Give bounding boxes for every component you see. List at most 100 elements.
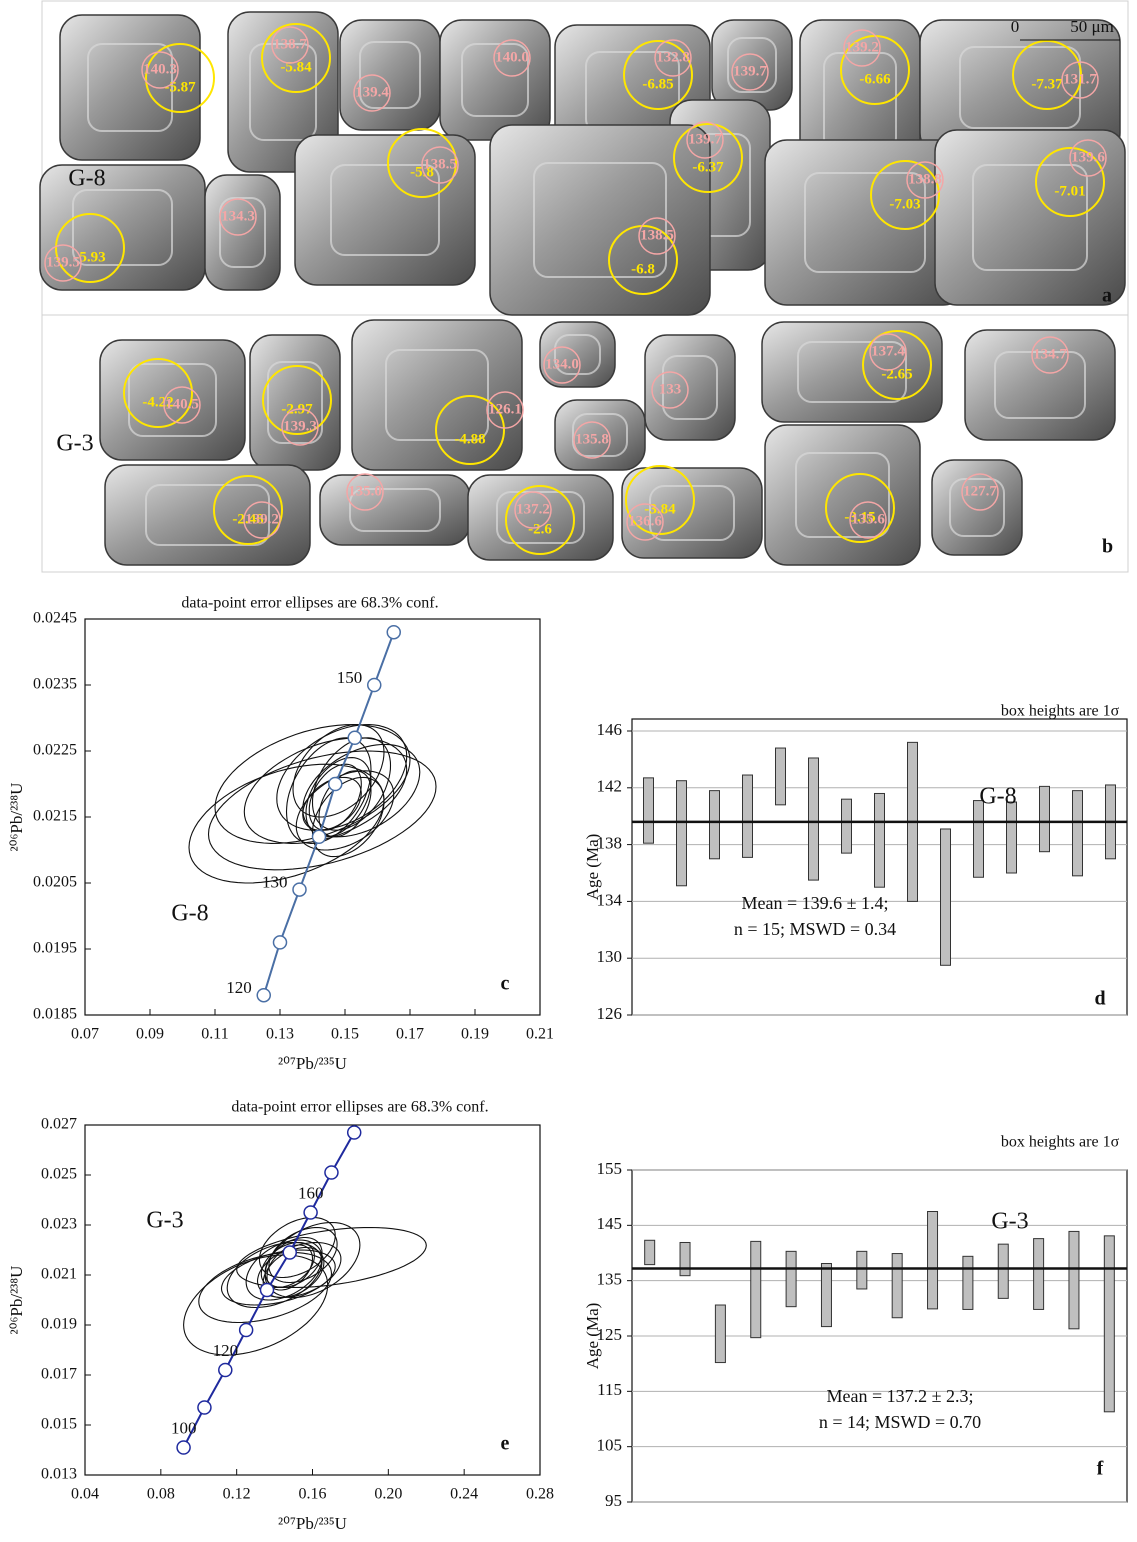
age-label: 139.7	[733, 63, 767, 79]
ehf-label: -2.65	[881, 366, 912, 382]
y-tick-label: 146	[597, 720, 623, 739]
age-box	[1040, 786, 1050, 851]
panel-label: e	[501, 1433, 510, 1455]
zircon-grain	[320, 475, 470, 545]
x-axis-label: ²⁰⁷Pb/²³⁵U	[278, 1514, 347, 1533]
x-tick-label: 0.12	[223, 1486, 251, 1503]
y-tick-label: 130	[597, 947, 623, 966]
age-label: 135.0	[348, 483, 382, 499]
age-label: 135.6	[851, 511, 885, 527]
concordia-point	[368, 679, 381, 692]
concordia-point	[198, 1401, 211, 1414]
zircon-grain	[765, 425, 920, 565]
age-box	[1104, 1236, 1114, 1412]
age-tick-label: 130	[262, 873, 288, 892]
age-box	[892, 1254, 902, 1318]
age-box	[776, 748, 786, 805]
x-tick-label: 0.11	[201, 1026, 228, 1043]
zircon-grain	[352, 320, 522, 470]
age-tick-label: 160	[298, 1183, 324, 1202]
age-label: 132.8	[656, 49, 690, 65]
ehf-label: -5.87	[164, 79, 196, 95]
age-label: 134.0	[545, 356, 579, 372]
age-label: 127.7	[963, 483, 997, 499]
age-label: 126.1	[488, 401, 522, 417]
x-tick-label: 0.08	[147, 1486, 175, 1503]
age-tick-label: 150	[337, 668, 363, 687]
sample-label: G-8	[68, 166, 105, 192]
age-label: 135.8	[575, 431, 609, 447]
y-tick-label: 0.017	[41, 1366, 77, 1383]
age-box	[644, 778, 654, 843]
concordia-point	[348, 1126, 361, 1139]
zircon-grain	[468, 475, 613, 560]
ehf-label: -7.03	[889, 196, 920, 212]
age-box	[974, 801, 984, 878]
age-label: 138.7	[273, 36, 307, 52]
age-box	[821, 1264, 831, 1327]
mean-annotation: n = 15; MSWD = 0.34	[734, 919, 896, 939]
ehf-label: -6.66	[859, 71, 891, 87]
age-box	[842, 799, 852, 853]
chart-title: box heights are 1σ	[1001, 703, 1120, 720]
chart-title: data-point error ellipses are 68.3% conf…	[181, 595, 438, 612]
age-box	[786, 1251, 796, 1306]
y-tick-label: 0.023	[41, 1216, 77, 1233]
scale-zero: 0	[1011, 17, 1020, 36]
age-tick-label: 120	[213, 1341, 239, 1360]
age-tick-label: 100	[171, 1418, 197, 1437]
age-label: 139.2	[245, 511, 279, 527]
age-label: 140.3	[143, 61, 177, 77]
concordia-point	[304, 1206, 317, 1219]
y-axis-label: Age (Ma)	[583, 1303, 602, 1370]
zircon-grain	[490, 125, 710, 315]
chart-title: box heights are 1σ	[1001, 1134, 1120, 1151]
sample-label: G-8	[171, 901, 208, 927]
mean-annotation: Mean = 139.6 ± 1.4;	[741, 893, 888, 913]
concordia-point	[219, 1364, 232, 1377]
x-tick-label: 0.21	[526, 1026, 554, 1043]
age-label: 138.8	[908, 171, 942, 187]
zircon-grain	[440, 20, 550, 140]
age-label: 131.7	[1063, 71, 1097, 87]
sample-label: G-3	[146, 1208, 183, 1234]
age-label: 139.6	[1071, 149, 1105, 165]
age-label: 137.4	[871, 343, 905, 359]
y-axis-label: Age (Ma)	[583, 834, 602, 901]
age-box	[809, 758, 819, 880]
panel-label: d	[1094, 988, 1105, 1010]
scale-label: 50 μm	[1070, 17, 1114, 36]
panel-label: f	[1097, 1458, 1104, 1480]
chart-title: data-point error ellipses are 68.3% conf…	[231, 1099, 488, 1116]
x-tick-label: 0.20	[374, 1486, 402, 1503]
concordia-point	[261, 1284, 274, 1297]
panel-label: a	[1102, 285, 1112, 307]
y-tick-label: 0.027	[41, 1116, 77, 1133]
concordia-point	[387, 626, 400, 639]
age-label: 134.7	[1033, 346, 1067, 362]
x-tick-label: 0.09	[136, 1026, 164, 1043]
age-box	[1034, 1239, 1044, 1310]
x-tick-label: 0.24	[450, 1486, 478, 1503]
age-label: 139.4	[355, 84, 389, 100]
mean-annotation: n = 14; MSWD = 0.70	[819, 1412, 981, 1432]
y-tick-label: 0.0245	[33, 610, 77, 627]
ehf-label: -2.6	[528, 521, 552, 537]
y-tick-label: 0.015	[41, 1416, 77, 1433]
x-tick-label: 0.07	[71, 1026, 99, 1043]
age-box	[941, 829, 951, 965]
ehf-label: -7.01	[1054, 183, 1085, 199]
age-box	[677, 781, 687, 886]
age-box	[998, 1244, 1008, 1298]
age-label: 133	[659, 381, 682, 397]
age-box	[751, 1241, 761, 1337]
ehf-label: -6.85	[642, 76, 673, 92]
ehf-label: -6.37	[692, 159, 724, 175]
y-tick-label: 0.021	[41, 1266, 77, 1283]
panel-label: c	[501, 973, 510, 995]
age-box	[928, 1212, 938, 1309]
x-tick-label: 0.28	[526, 1486, 554, 1503]
y-tick-label: 155	[597, 1159, 623, 1178]
y-tick-label: 0.0185	[33, 1006, 77, 1023]
figure: -5.87140.3-5.84138.7139.4140.0-6.85132.8…	[0, 0, 1137, 1542]
